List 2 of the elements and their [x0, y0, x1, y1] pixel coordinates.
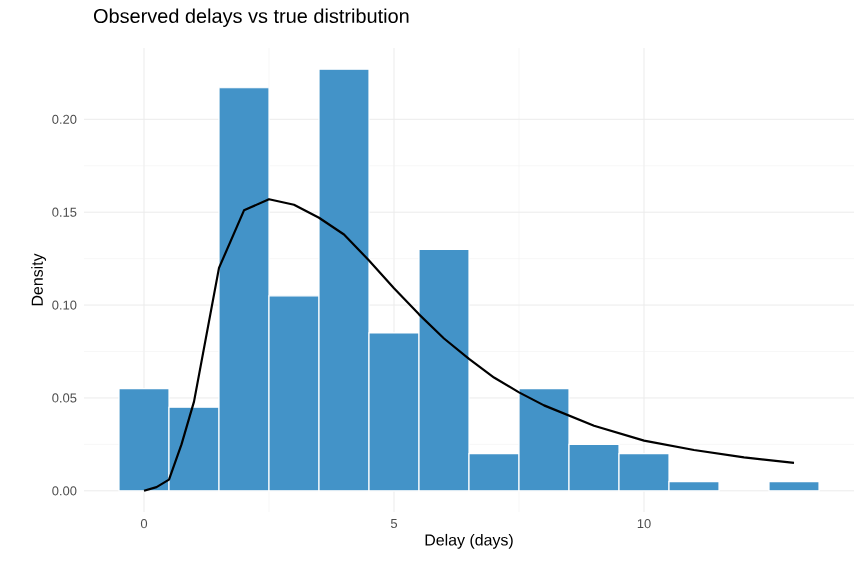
line-series	[142, 198, 796, 492]
chart-title: Observed delays vs true distribution	[93, 8, 409, 27]
